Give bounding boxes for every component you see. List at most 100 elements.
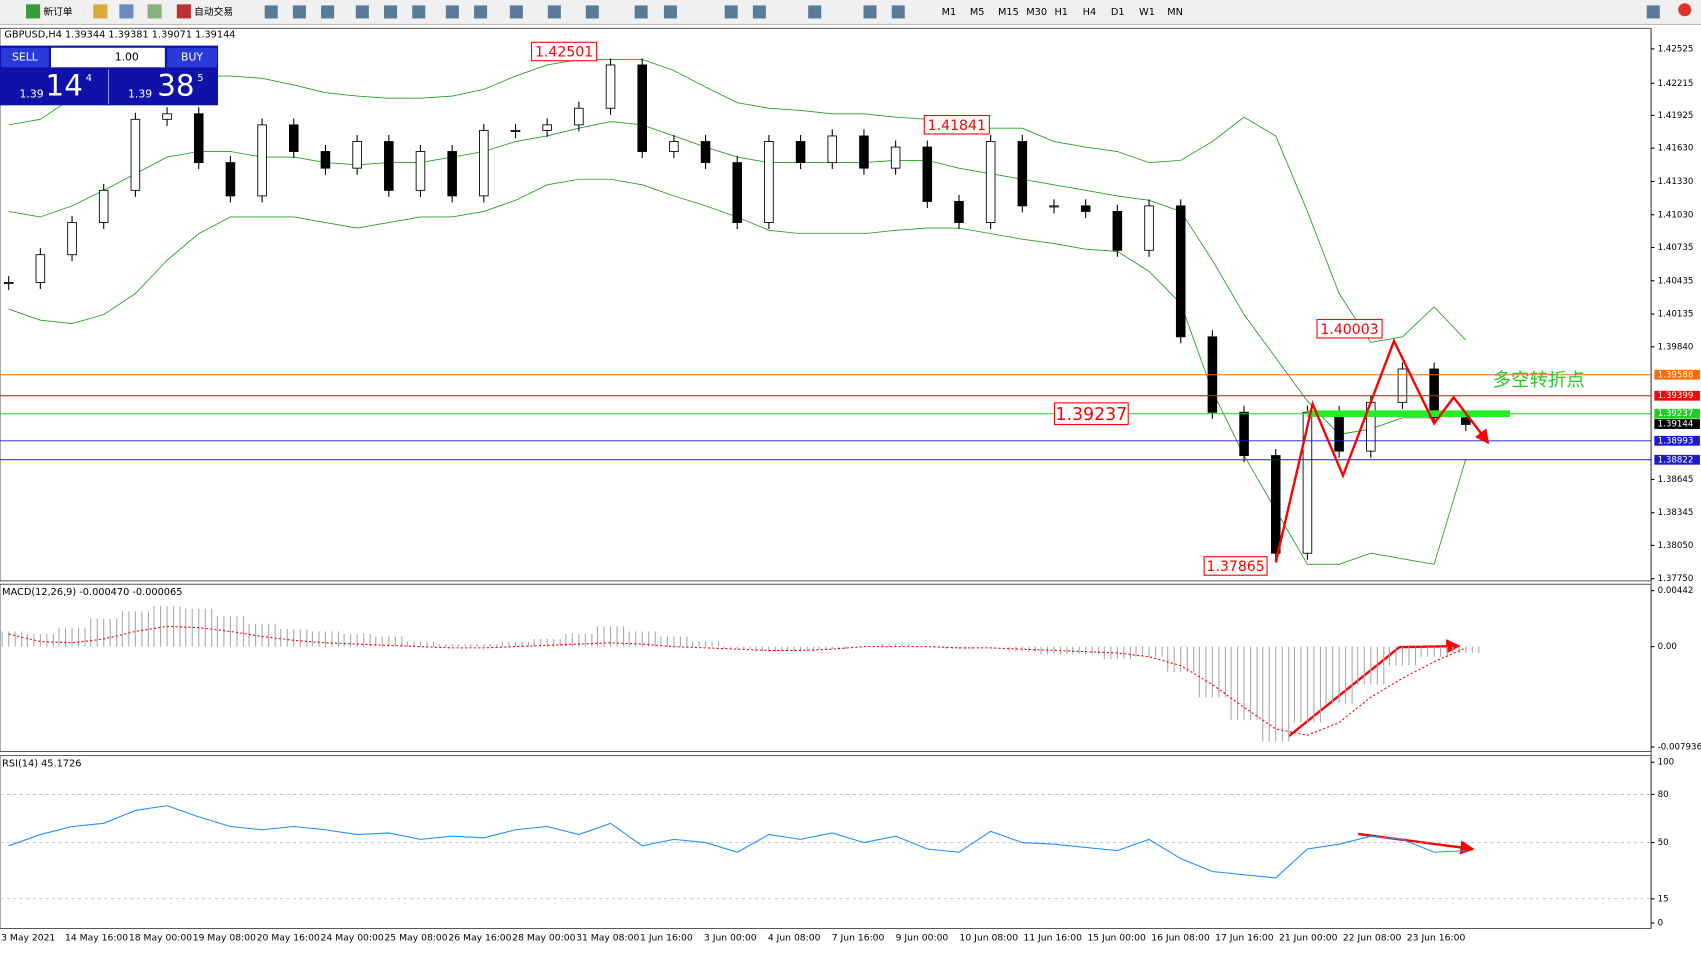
timeframe[interactable]: H1 (1054, 7, 1068, 18)
candle (859, 135, 869, 169)
candle (1144, 205, 1154, 251)
x-tick-label: 20 May 16:00 (257, 933, 320, 944)
timeframe[interactable]: M30 (1026, 7, 1047, 18)
auto-trading-icon[interactable] (176, 4, 191, 19)
y-tick-label: 1.37750 (1658, 574, 1694, 584)
sell[interactable]: SELL (12, 51, 38, 64)
y-tick-label: 0 (1658, 918, 1664, 928)
rsi-line (8, 805, 1466, 879)
symbol-header: GBPUSD,H4 1.39344 1.39381 1.39071 1.3914… (4, 30, 235, 41)
band-upper (8, 58, 1467, 343)
candle (1112, 210, 1123, 251)
candle (1175, 205, 1186, 338)
x-tick-label: 16 Jun 08:00 (1151, 933, 1210, 944)
y-tick-label: 1.41330 (1658, 177, 1694, 187)
x-tick-label: 25 May 08:00 (384, 933, 447, 944)
x-tick-label: 24 May 00:00 (321, 933, 384, 944)
x-tick-label: 21 Jun 00:00 (1279, 933, 1338, 944)
notification[interactable] (1678, 3, 1692, 17)
x-tick-label: 4 Jun 08:00 (768, 933, 821, 944)
buy-prefix[interactable]: 1.39 (128, 87, 152, 100)
candle (827, 135, 838, 164)
candle (257, 124, 267, 197)
timeframe[interactable]: D1 (1111, 7, 1125, 18)
timeframe[interactable]: H4 (1083, 7, 1097, 18)
buy-sup[interactable]: 5 (197, 73, 203, 84)
x-tick-label: 10 Jun 08:00 (960, 933, 1019, 944)
tool-icons[interactable] (264, 5, 1660, 19)
x-tick-label: 7 Jun 16:00 (832, 933, 885, 944)
macd-signal (8, 625, 1467, 736)
timeframe[interactable]: M5 (970, 7, 985, 18)
x-tick-label: 17 Jun 16:00 (1215, 933, 1274, 944)
timeframe[interactable]: MN (1167, 7, 1183, 18)
buy[interactable]: BUY (181, 51, 203, 64)
macd-pane (0, 583, 1652, 752)
icon[interactable] (93, 4, 108, 19)
sell-sup[interactable]: 4 (86, 73, 92, 84)
y-tick-label: 1.40735 (1658, 243, 1694, 253)
candle (1429, 368, 1439, 419)
candle (1397, 368, 1408, 403)
candle (1334, 411, 1344, 452)
candle (669, 141, 679, 152)
candle (320, 151, 331, 169)
y-tick-label: 1.41925 (1658, 111, 1694, 121)
candle (764, 141, 774, 223)
y-tick-label: 1.40135 (1658, 310, 1694, 320)
lot[interactable]: 1.00 (115, 51, 139, 64)
price-level-label: 1.39588 (1658, 370, 1694, 380)
candle (1017, 141, 1028, 207)
x-tick-label: 9 Jun 00:00 (896, 933, 949, 944)
timeframe[interactable]: W1 (1139, 7, 1155, 18)
macd-arrow (1288, 639, 1461, 738)
new-order-icon[interactable] (26, 4, 41, 19)
y-tick-label: 1.42215 (1658, 79, 1694, 89)
candle (479, 129, 489, 197)
toolbar (0, 0, 1701, 24)
buy-big[interactable]: 38 (157, 68, 194, 102)
drawings (1274, 337, 1511, 855)
candle (510, 129, 521, 132)
candle (574, 107, 584, 126)
price-callout-box (1203, 556, 1268, 576)
icon[interactable] (147, 4, 162, 19)
y-tick-label: 15 (1658, 894, 1669, 904)
candle (700, 141, 711, 164)
candle (288, 124, 299, 152)
candle (795, 141, 806, 164)
auto-trading[interactable]: 自动交易 (194, 5, 233, 18)
x-tick-label: 11 Jun 16:00 (1023, 933, 1082, 944)
new-order[interactable]: 新订单 (43, 5, 72, 18)
timeframe[interactable]: M15 (998, 7, 1019, 18)
y-tick-label: 1.41630 (1658, 144, 1694, 154)
x-tick-label: 28 May 00:00 (512, 933, 575, 944)
x-tick-label: 31 May 08:00 (576, 933, 639, 944)
candle (193, 113, 204, 164)
price-callout: 1.42501 (535, 45, 593, 61)
y-tick-label: 1.41030 (1658, 210, 1694, 220)
candle (352, 141, 362, 169)
sell-big[interactable]: 14 (46, 68, 83, 102)
y-tick-label: 1.40435 (1658, 276, 1694, 286)
timeframe[interactable]: M1 (942, 7, 957, 18)
candle (1239, 411, 1249, 456)
candle (890, 146, 901, 169)
sell-button[interactable] (1, 47, 49, 68)
y-tick-label: 50 (1658, 838, 1669, 848)
buy-button[interactable] (167, 47, 217, 68)
sell-prefix[interactable]: 1.39 (20, 87, 44, 100)
candle (1270, 455, 1281, 554)
price-level-tag (1654, 419, 1700, 429)
price-callout: 1.37865 (1206, 559, 1264, 575)
icon[interactable] (119, 4, 134, 19)
rsi-header: RSI(14) 45.1726 (2, 758, 81, 769)
candle (98, 189, 109, 223)
x-tick-label: 26 May 16:00 (448, 933, 511, 944)
price-level-label: 1.39144 (1658, 420, 1694, 430)
candle (1302, 411, 1313, 554)
price-level-label: 1.38993 (1658, 436, 1694, 446)
lot-field[interactable] (50, 47, 165, 68)
candle (35, 254, 46, 283)
